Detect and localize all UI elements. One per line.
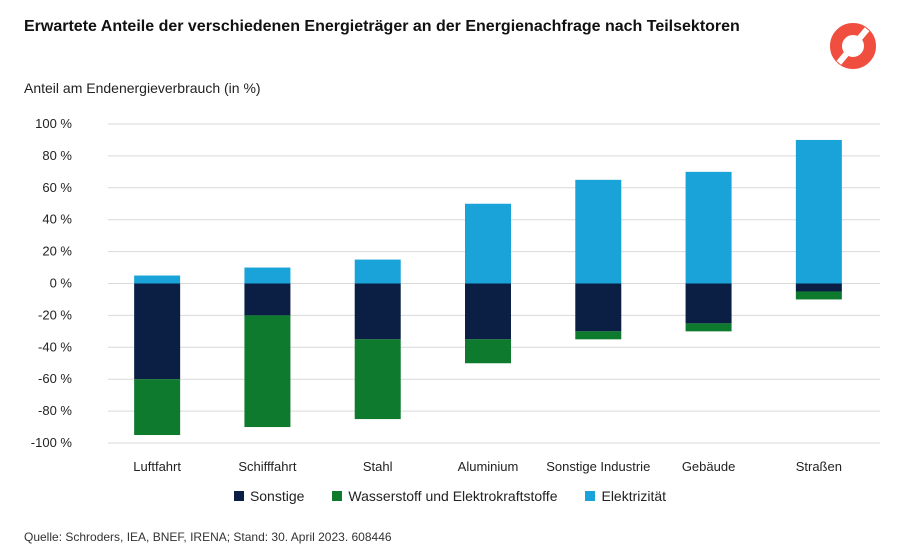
source-note: Quelle: Schroders, IEA, BNEF, IRENA; Sta… (24, 530, 392, 544)
legend-label: Sonstige (249, 488, 305, 504)
bar-elektrizitaet (575, 179, 622, 284)
bar-elektrizitaet (685, 171, 732, 284)
legend-label: Elektrizität (601, 488, 667, 504)
bar-sonstige (795, 283, 842, 292)
bar-wasserstoff (795, 291, 842, 300)
bar-sonstige (465, 283, 511, 340)
legend-label: Wasserstoff und Elektrokraftstoffe (348, 488, 558, 504)
y-tick-label: -40 % (38, 339, 72, 354)
legend: Sonstige Wasserstoff und Elektrokraftstof… (0, 488, 900, 504)
y-tick-label: 40 % (42, 212, 72, 227)
bar-sonstige (685, 283, 732, 324)
x-tick-label: Sonstige Industrie (546, 459, 650, 474)
legend-item: Elektrizität (585, 488, 666, 504)
y-tick-label: -60 % (38, 371, 72, 386)
legend-swatch (585, 491, 596, 501)
bar-elektrizitaet (244, 267, 291, 284)
bar-wasserstoff (685, 323, 732, 332)
legend-swatch (332, 491, 343, 501)
legend-item: Wasserstoff und Elektrokraftstoffe (332, 488, 557, 504)
x-tick-label: Schifffahrt (238, 459, 296, 474)
bar-sonstige (244, 283, 291, 316)
y-tick-label: 0 % (50, 276, 73, 291)
bar-sonstige (575, 283, 622, 332)
legend-swatch (233, 491, 244, 501)
bar-sonstige (354, 283, 401, 340)
y-axis-label: Anteil am Endenergieverbrauch (in %) (24, 80, 261, 96)
y-tick-label: 80 % (42, 148, 72, 163)
x-tick-label: Straßen (796, 459, 842, 474)
bar-wasserstoff (465, 339, 511, 364)
bar-wasserstoff (244, 315, 291, 428)
y-tick-label: -80 % (38, 403, 72, 418)
bar-elektrizitaet (465, 203, 511, 284)
bar-wasserstoff (354, 339, 401, 420)
y-tick-label: -20 % (38, 307, 72, 322)
x-tick-label: Gebäude (682, 459, 736, 474)
y-tick-label: 100 % (35, 116, 72, 131)
bar-elektrizitaet (795, 139, 842, 284)
bar-wasserstoff (134, 379, 181, 436)
y-tick-label: 20 % (42, 244, 72, 259)
bar-sonstige (134, 283, 181, 380)
bar-wasserstoff (575, 331, 622, 340)
x-tick-label: Luftfahrt (133, 459, 181, 474)
x-tick-label: Stahl (363, 459, 393, 474)
bar-elektrizitaet (134, 275, 181, 284)
y-tick-label: -100 % (31, 435, 73, 450)
ring-logo-icon (830, 23, 876, 69)
bar-elektrizitaet (354, 259, 401, 284)
y-tick-label: 60 % (42, 180, 72, 195)
chart-title: Erwartete Anteile der verschiedenen Ener… (24, 18, 740, 35)
legend-item: Sonstige (233, 488, 305, 504)
x-tick-label: Aluminium (458, 459, 519, 474)
bar-chart: 100 % 80 % 60 % 40 % 20 % 0 % -20 % -40 % -60 % -… (31, 116, 880, 474)
